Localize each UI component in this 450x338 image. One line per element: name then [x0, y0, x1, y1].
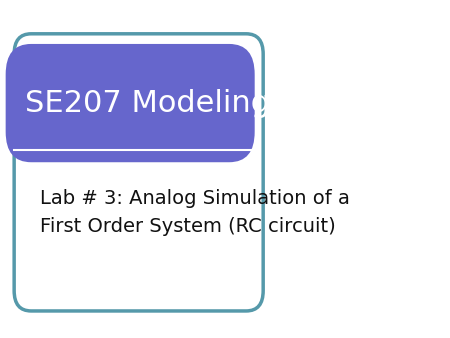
Text: SE207 Modeling and Simulation: SE207 Modeling and Simulation [26, 89, 450, 118]
FancyBboxPatch shape [6, 44, 255, 162]
Text: Lab # 3: Analog Simulation of a
First Order System (RC circuit): Lab # 3: Analog Simulation of a First Or… [40, 189, 350, 236]
FancyBboxPatch shape [14, 34, 263, 311]
